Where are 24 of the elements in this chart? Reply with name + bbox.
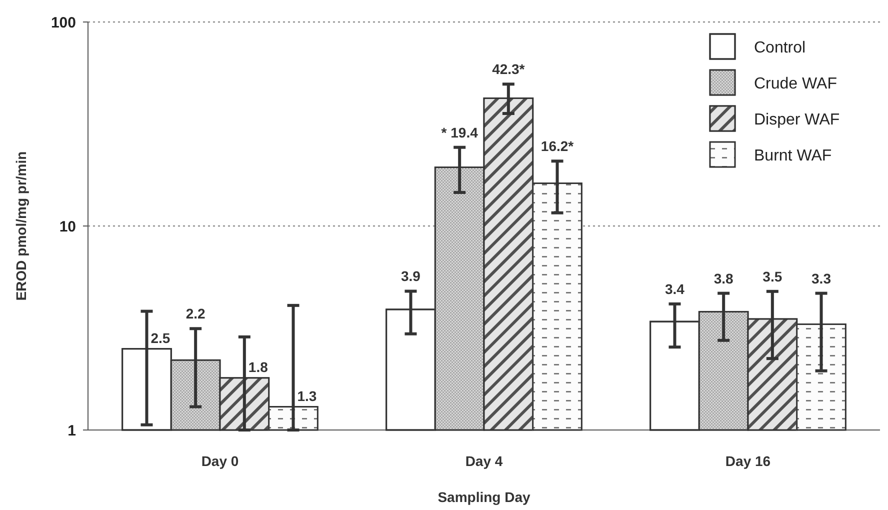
legend-label: Burnt WAF	[754, 148, 832, 165]
y-tick-label: 100	[50, 14, 76, 32]
x-tick-label: Day 16	[725, 453, 771, 469]
data-label: 16.2*	[540, 138, 574, 154]
x-tick-label: Day 0	[201, 453, 239, 469]
data-label: 1.8	[248, 358, 268, 375]
y-tick-label: 10	[59, 218, 76, 236]
data-label: 3.8	[714, 270, 734, 286]
legend-label: Crude WAF	[754, 76, 838, 93]
legend-label: Disper WAF	[754, 112, 840, 129]
data-label: 3.5	[762, 268, 782, 284]
data-label: 42.3*	[492, 61, 526, 78]
data-label: 3.4	[665, 280, 685, 297]
data-label: 2.2	[186, 306, 206, 322]
data-label: 3.9	[401, 268, 421, 284]
data-label: * 19.4	[441, 124, 478, 140]
x-axis-title: Sampling Day	[438, 489, 530, 505]
y-tick-label: 1	[68, 422, 76, 440]
x-tick-label: Day 4	[465, 453, 503, 469]
data-label: 3.3	[812, 270, 832, 286]
y-axis-title: EROD pmol/mg pr/min	[13, 151, 29, 301]
data-label: 2.5	[150, 330, 170, 346]
data-label: 1.3	[297, 388, 317, 404]
legend-label: Control	[754, 40, 806, 57]
